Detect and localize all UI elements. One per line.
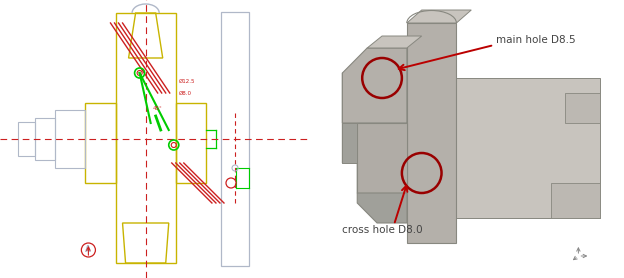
Polygon shape	[565, 93, 600, 123]
Text: main hole D8.5: main hole D8.5	[496, 35, 576, 45]
Polygon shape	[407, 23, 456, 243]
Bar	[56, 110, 85, 168]
Bar	[35, 118, 56, 160]
Text: Ø8.0: Ø8.0	[179, 91, 192, 96]
Text: cross hole D8.0: cross hole D8.0	[343, 225, 423, 235]
Polygon shape	[367, 36, 422, 48]
Polygon shape	[343, 73, 407, 193]
Polygon shape	[550, 183, 600, 218]
Polygon shape	[358, 123, 407, 193]
Text: 45°: 45°	[153, 106, 162, 111]
Polygon shape	[407, 10, 471, 23]
Polygon shape	[358, 193, 407, 223]
Text: Ø12.5: Ø12.5	[179, 79, 195, 84]
Bar	[18, 122, 35, 156]
Polygon shape	[343, 48, 407, 123]
Polygon shape	[451, 78, 600, 218]
Bar	[221, 12, 249, 266]
Text: A: A	[85, 245, 91, 254]
Polygon shape	[343, 123, 358, 163]
